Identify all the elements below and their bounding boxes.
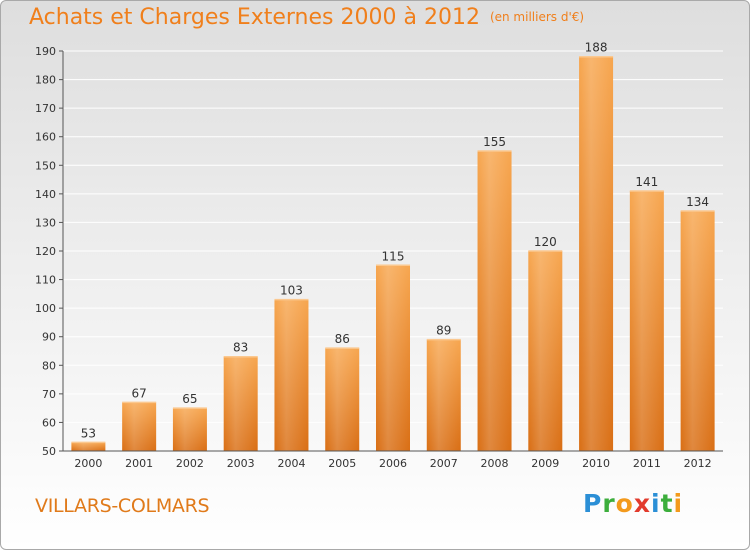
x-tick-label: 2012 <box>684 457 712 470</box>
bar-shine <box>426 339 461 451</box>
data-label: 83 <box>233 341 248 355</box>
x-tick-label: 2000 <box>74 457 102 470</box>
y-tick-label: 100 <box>35 302 56 315</box>
x-tick-label: 2002 <box>176 457 204 470</box>
y-tick-label: 160 <box>35 131 56 144</box>
y-tick-label: 110 <box>35 274 56 287</box>
x-tick-label: 2005 <box>328 457 356 470</box>
y-tick-label: 90 <box>42 331 56 344</box>
x-tick-label: 2001 <box>125 457 153 470</box>
chart-unit: (en milliers d'€) <box>489 10 585 24</box>
bar-shine <box>325 348 360 451</box>
proxiti-logo[interactable]: Proxiti <box>583 489 683 518</box>
bar-shine <box>680 211 715 451</box>
y-tick-label: 180 <box>35 74 56 87</box>
bar-shine <box>477 151 512 451</box>
data-label: 89 <box>436 324 451 338</box>
y-tick-label: 50 <box>42 445 56 458</box>
logo-letter: i <box>673 489 684 518</box>
y-tick-label: 120 <box>35 245 56 258</box>
bar-shine <box>172 408 207 451</box>
chart-title-text: Achats et Charges Externes 2000 à 2012 <box>29 5 480 30</box>
data-label: 103 <box>280 284 303 298</box>
y-tick-label: 190 <box>35 45 56 58</box>
logo-letter: r <box>602 489 616 518</box>
x-tick-label: 2008 <box>481 457 509 470</box>
logo-letter: t <box>660 489 674 518</box>
bar-shine <box>579 56 614 451</box>
y-tick-label: 60 <box>42 416 56 429</box>
data-label: 53 <box>81 426 96 440</box>
bar-shine <box>122 402 157 451</box>
logo-letter: o <box>615 489 634 518</box>
data-label: 141 <box>635 175 658 189</box>
data-label: 65 <box>182 392 197 406</box>
y-tick-label: 70 <box>42 388 56 401</box>
x-axis: 2000 2001 2002 2003 2004 2005 2006 2007 2008 2009… <box>63 450 723 470</box>
y-tick-label: 170 <box>35 102 56 115</box>
data-label: 155 <box>483 135 506 149</box>
bar-shine <box>71 442 106 451</box>
data-label: 67 <box>132 386 147 400</box>
x-tick-label: 2010 <box>582 457 610 470</box>
y-tick-label: 150 <box>35 159 56 172</box>
y-axis: 50 60 70 80 90 100 110 120 130 140 150 160 170 180 190 <box>35 45 64 458</box>
x-tick-label: 2007 <box>430 457 458 470</box>
data-label: 86 <box>335 332 350 346</box>
x-tick-label: 2004 <box>277 457 305 470</box>
x-tick-label: 2003 <box>227 457 255 470</box>
y-tick-label: 80 <box>42 359 56 372</box>
bars: 53 67 65 83 103 86 115 89 155 120 188 141 134 <box>71 41 715 451</box>
bar-shine <box>528 251 563 451</box>
logo-letter: i <box>651 489 661 518</box>
bar-shine <box>274 299 309 451</box>
bar-shine <box>376 265 410 451</box>
data-label: 120 <box>534 235 557 249</box>
logo-letter: x <box>633 489 651 518</box>
data-label: 115 <box>382 249 405 263</box>
city-name: VILLARS-COLMARS <box>35 495 210 517</box>
y-tick-label: 130 <box>35 216 56 229</box>
y-tick-label: 140 <box>35 188 56 201</box>
x-tick-label: 2009 <box>531 457 559 470</box>
logo-letter: P <box>583 489 603 518</box>
x-tick-label: 2011 <box>633 457 661 470</box>
bar-shine <box>629 191 664 451</box>
bar-shine <box>223 356 258 451</box>
data-label: 188 <box>585 41 608 55</box>
chart-title: Achats et Charges Externes 2000 à 2012 (e… <box>29 5 584 30</box>
data-label: 134 <box>686 195 709 209</box>
x-tick-label: 2006 <box>379 457 407 470</box>
